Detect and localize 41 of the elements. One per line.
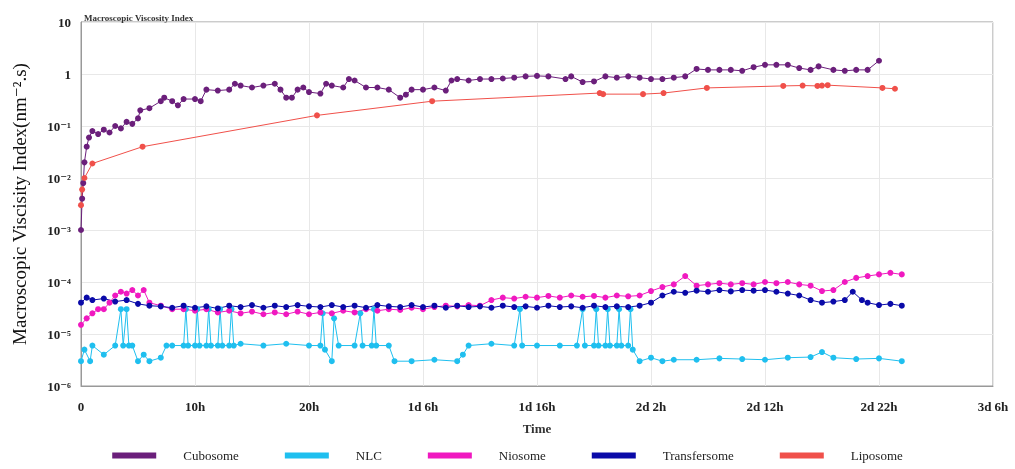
x-tick-label: 1d 16h (518, 399, 557, 414)
chart-title: Macroscopic Viscosity Index (84, 12, 194, 23)
point (81, 175, 88, 181)
point (780, 82, 787, 89)
y-tick-label: 10⁻⁴ (47, 274, 72, 290)
x-tick-label: 2d 12h (746, 399, 785, 414)
legend-label: Transfersome (662, 448, 735, 463)
point (660, 90, 667, 97)
y-tick-label: 10⁻⁶ (47, 378, 72, 394)
y-axis-title: Macroscopic Viscisity Index(nm⁻².s) (9, 63, 31, 345)
legend-label: Liposome (850, 448, 904, 463)
point (824, 82, 831, 89)
x-tick-label: 2d 22h (860, 399, 899, 414)
point (429, 98, 436, 105)
x-tick-label: 1d 6h (407, 399, 440, 414)
x-axis-title: Time (522, 421, 552, 436)
x-tick-label: 2d 2h (635, 399, 668, 414)
point (891, 85, 898, 92)
point (600, 91, 607, 98)
point (799, 82, 806, 89)
point (89, 160, 96, 167)
point (79, 186, 86, 193)
point (640, 91, 647, 98)
x-tick-label: 0 (77, 399, 85, 414)
legend-label: NLC (355, 448, 382, 463)
y-tick-label: 1 (64, 66, 71, 82)
x-tick-label: 3d 6h (977, 399, 1010, 414)
legend-label: Cubosome (183, 448, 240, 463)
y-tick-label: 10 (58, 14, 71, 30)
y-tick-label: 10⁻³ (47, 222, 72, 238)
point (879, 84, 886, 91)
point (703, 84, 710, 91)
y-tick-label: 10⁻⁵ (47, 326, 72, 342)
y-tick-label: 10⁻² (47, 170, 72, 186)
point (819, 82, 825, 89)
x-tick-label: 10h (184, 399, 206, 414)
x-tick-label: 20h (298, 399, 320, 414)
y-tick-label: 10⁻¹ (47, 118, 72, 134)
legend-label: Niosome (498, 448, 546, 463)
point (78, 202, 84, 209)
point (313, 112, 320, 119)
